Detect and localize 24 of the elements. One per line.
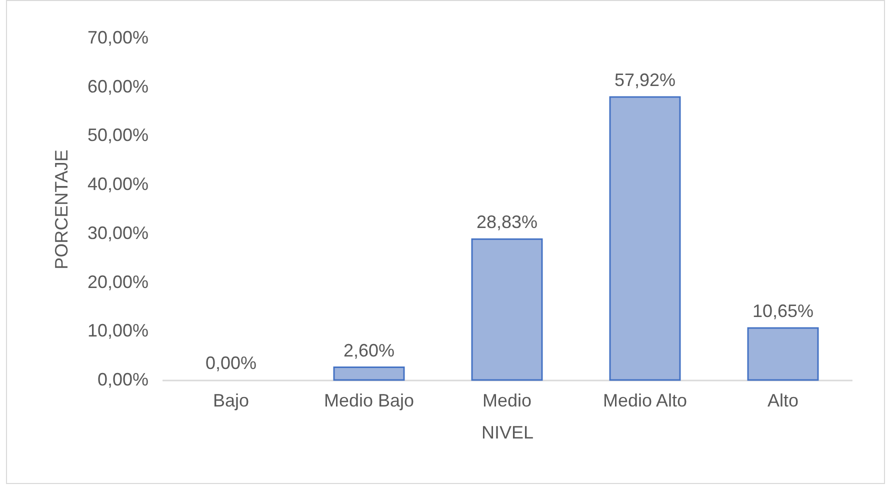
bar xyxy=(747,327,819,381)
data-label: 2,60% xyxy=(343,340,395,360)
x-tick-label: Medio Alto xyxy=(602,390,688,410)
bar xyxy=(333,366,405,381)
y-tick-label: 70,00% xyxy=(87,28,148,48)
data-label: 10,65% xyxy=(752,300,814,321)
bar xyxy=(471,238,543,381)
bar xyxy=(609,96,681,381)
data-label: 57,92% xyxy=(614,70,676,90)
data-label: 28,83% xyxy=(476,212,538,232)
y-tick-label: 20,00% xyxy=(87,272,148,292)
x-tick-label: Alto xyxy=(767,390,799,410)
y-tick-label: 40,00% xyxy=(87,174,148,194)
y-tick-label: 0,00% xyxy=(97,370,148,390)
x-tick-label: Medio Bajo xyxy=(324,390,414,410)
y-tick-label: 60,00% xyxy=(87,76,148,96)
y-tick-label: 30,00% xyxy=(87,222,148,243)
x-tick-label: Bajo xyxy=(212,390,250,410)
y-tick-label: 50,00% xyxy=(87,125,148,146)
x-axis-title: NIVEL xyxy=(481,422,534,442)
y-axis-title: PORCENTAJE xyxy=(51,150,72,270)
x-tick-label: Medio xyxy=(482,390,532,410)
data-label: 0,00% xyxy=(205,353,257,373)
y-tick-label: 10,00% xyxy=(87,320,148,341)
